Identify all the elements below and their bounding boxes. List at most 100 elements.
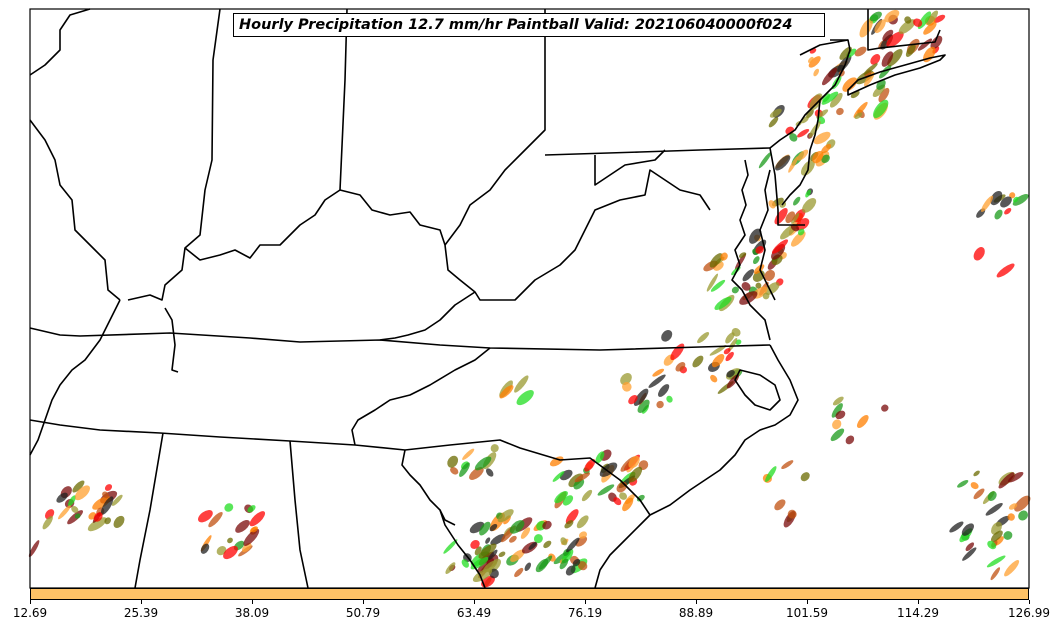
- paintball-blob: [930, 35, 943, 49]
- border-al-ga: [289, 440, 309, 589]
- paintball-blob: [509, 520, 525, 534]
- paintball-blob: [516, 390, 534, 406]
- paintball-blob: [762, 292, 770, 300]
- paintball-blob: [697, 332, 710, 344]
- paintball-blob: [227, 537, 233, 544]
- colorbar-tick-label: 101.59: [786, 606, 828, 620]
- paintball-blob: [533, 534, 543, 544]
- paintball-blob: [987, 540, 997, 550]
- colorbar-tick-label: 76.19: [567, 606, 603, 620]
- paintball-blob: [850, 90, 860, 99]
- paintball-blob: [886, 31, 904, 48]
- paintball-blob: [808, 121, 821, 138]
- paintball-blob: [879, 64, 892, 79]
- paintball-blob: [68, 495, 76, 507]
- paintball-blob: [706, 273, 719, 292]
- paintball-blob: [633, 388, 649, 406]
- paintball-blob: [1008, 503, 1018, 510]
- paintball-blob: [961, 523, 974, 536]
- paintball-blob: [821, 67, 838, 86]
- map-title: Hourly Precipitation 12.7 mm/hr Paintbal…: [233, 13, 825, 37]
- lake-tennessee: [164, 307, 179, 373]
- paintball-blob: [499, 385, 514, 399]
- paintball-blob: [102, 491, 110, 499]
- colorbar-tick-label: 63.49: [456, 606, 492, 620]
- paintball-blob: [87, 517, 107, 532]
- paintball-blob: [692, 355, 704, 368]
- paintball-blob: [498, 551, 506, 558]
- paintball-blob: [485, 468, 494, 477]
- paintball-blob: [836, 107, 844, 116]
- border-ohio-wv: [444, 9, 546, 246]
- colorbar-tick-label: 88.89: [678, 606, 714, 620]
- paintball-blob: [734, 253, 747, 270]
- paintball-blob: [742, 269, 755, 282]
- paintball-blob: [528, 542, 537, 550]
- colorbar-tick: [30, 600, 31, 604]
- paintball-blob: [873, 99, 889, 119]
- paintball-blob: [578, 531, 588, 539]
- paintball-blob: [549, 456, 564, 467]
- paintball-blob: [881, 404, 889, 412]
- paintball-blob: [856, 414, 869, 429]
- paintball-blob: [970, 482, 979, 490]
- paintball-blob: [497, 509, 514, 523]
- paintball-blob: [443, 539, 458, 554]
- border-illinois-west: [29, 119, 121, 301]
- paintball-blob: [874, 19, 886, 34]
- paintball-blob: [652, 368, 665, 377]
- paintball-blob: [247, 505, 256, 513]
- paintball-blob: [755, 282, 762, 289]
- colorbar-tick-label: 12.69: [12, 606, 48, 620]
- paintball-blob: [878, 87, 890, 103]
- paintball-blob: [560, 537, 568, 546]
- paintball-blob: [990, 567, 1001, 581]
- paintball-blob: [200, 543, 210, 554]
- paintball-blob: [805, 189, 811, 198]
- paintball-blob: [58, 505, 71, 520]
- paintball-blob: [104, 517, 112, 525]
- paintball-blob: [28, 540, 40, 558]
- border-tn-south: [29, 419, 406, 451]
- colorbar-tick: [1029, 600, 1030, 604]
- paintball-blob: [1012, 196, 1019, 203]
- paintball-blob: [478, 543, 497, 559]
- paintball-blob: [104, 484, 113, 491]
- paintball-blob: [739, 291, 758, 305]
- paintball-blob: [793, 196, 801, 206]
- paintball-blob: [710, 279, 726, 292]
- paintball-blob: [990, 530, 1003, 542]
- border-kentucky-virginia: [379, 291, 476, 341]
- paintball-blob: [801, 116, 809, 124]
- paintball-blob: [973, 488, 985, 500]
- paintball-blob: [752, 256, 760, 265]
- paintball-blob: [559, 558, 569, 570]
- paintball-blob: [599, 462, 618, 477]
- paintball-blob: [474, 456, 492, 471]
- paintball-blob: [985, 502, 1003, 516]
- paintball-blob: [990, 191, 1003, 206]
- paintball-blob: [92, 496, 111, 510]
- paintball-blob: [774, 499, 786, 511]
- paintball-blob: [564, 520, 574, 529]
- paintball-blob: [813, 131, 831, 145]
- border-ms-al: [134, 432, 164, 589]
- paintball-blob: [509, 535, 517, 543]
- paintball-blob: [656, 400, 664, 409]
- paintball-blob: [904, 16, 912, 24]
- paintball-blob: [490, 534, 506, 546]
- coast-nj: [781, 99, 821, 206]
- paintball-blob: [710, 374, 718, 383]
- paintball-blob: [249, 511, 266, 527]
- paintball-blob: [514, 567, 524, 578]
- paintball-blob: [510, 549, 525, 562]
- paintball-blob: [520, 527, 531, 539]
- paintball-blob: [839, 46, 852, 60]
- paintball-blob: [830, 428, 845, 442]
- paintball-blob: [812, 151, 824, 164]
- paintball-blob: [459, 462, 470, 477]
- paintball-blob: [477, 558, 494, 573]
- paintball-blob: [728, 338, 738, 352]
- paintball-blob: [666, 395, 673, 403]
